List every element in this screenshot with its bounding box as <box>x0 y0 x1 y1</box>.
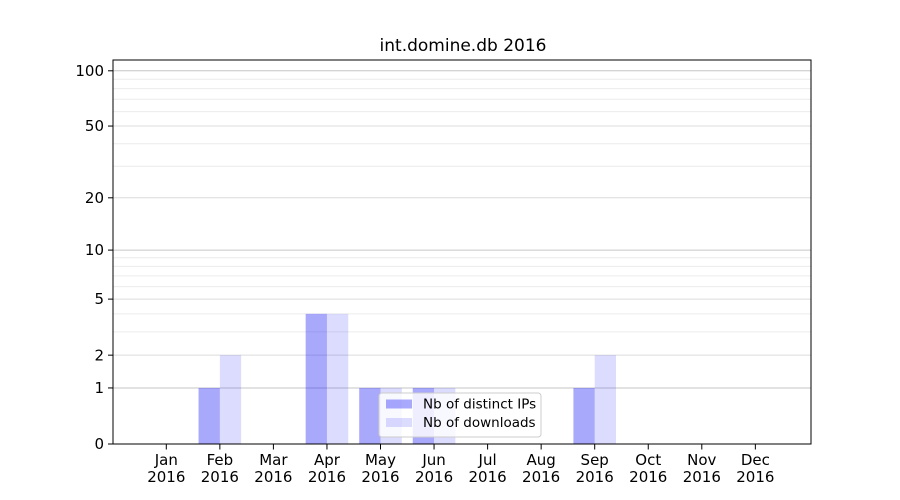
x-tick-label-month: Feb <box>207 451 234 469</box>
bar-nb-of-downloads-apr <box>326 313 349 444</box>
bar-nb-of-distinct-ips-apr <box>305 313 327 444</box>
x-tick-label-month: Jun <box>421 451 445 469</box>
x-tick-label-year: 2016 <box>683 468 721 486</box>
bar-nb-of-distinct-ips-feb <box>198 387 220 444</box>
x-tick-label-year: 2016 <box>629 468 667 486</box>
bar-nb-of-distinct-ips-sep <box>573 387 595 444</box>
axes: 0125102050100Jan2016Feb2016Mar2016Apr201… <box>75 62 774 486</box>
y-tick-label: 1 <box>94 379 104 397</box>
y-tick-label: 5 <box>94 290 104 308</box>
y-tick-label: 100 <box>75 62 104 80</box>
legend: Nb of distinct IPs Nb of downloads <box>378 392 542 438</box>
plot-frame <box>112 59 812 445</box>
legend-swatch-downloads <box>386 418 412 427</box>
x-tick-label-month: Sep <box>581 451 609 469</box>
legend-swatch-distinct-ips <box>386 399 412 409</box>
x-tick-label-year: 2016 <box>736 468 774 486</box>
x-tick-label-year: 2016 <box>415 468 453 486</box>
x-tick-label-year: 2016 <box>576 468 614 486</box>
y-tick-label: 2 <box>94 346 104 364</box>
legend-label-distinct-ips: Nb of distinct IPs <box>423 397 536 413</box>
bar-nb-of-downloads-sep <box>594 355 616 444</box>
x-tick-label-month: Dec <box>741 451 770 469</box>
x-tick-label-year: 2016 <box>469 468 507 486</box>
legend-label-downloads: Nb of downloads <box>423 415 536 431</box>
x-tick-label-month: Jan <box>154 451 178 469</box>
x-tick-label-year: 2016 <box>147 468 185 486</box>
x-tick-label-year: 2016 <box>361 468 399 486</box>
x-tick-label-month: Jul <box>478 451 497 469</box>
bar-nb-of-distinct-ips-may <box>359 387 381 444</box>
x-tick-label-year: 2016 <box>308 468 346 486</box>
x-tick-label-month: Apr <box>314 451 341 469</box>
y-tick-label: 10 <box>85 241 104 259</box>
y-tick-label: 20 <box>85 189 104 207</box>
x-tick-label-month: Aug <box>527 451 556 469</box>
bar-nb-of-downloads-feb <box>219 355 242 444</box>
x-tick-label-year: 2016 <box>254 468 292 486</box>
gridlines <box>113 70 811 389</box>
y-tick-label: 50 <box>85 117 104 135</box>
x-tick-label-year: 2016 <box>522 468 560 486</box>
x-tick-label-month: Mar <box>259 451 288 469</box>
x-tick-label-month: May <box>365 451 396 469</box>
legend-box <box>378 392 542 438</box>
x-tick-label-month: Oct <box>635 451 661 469</box>
y-tick-label: 0 <box>94 435 104 453</box>
x-tick-label-month: Nov <box>687 451 716 469</box>
x-tick-label-year: 2016 <box>201 468 239 486</box>
chart-title: int.domine.db 2016 <box>380 36 547 56</box>
